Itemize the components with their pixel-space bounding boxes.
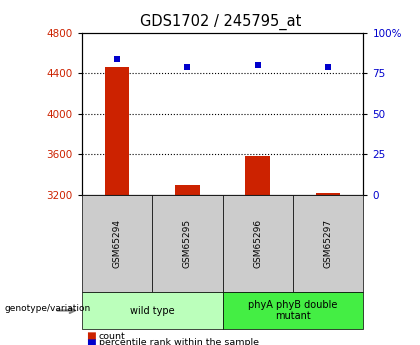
Text: GSM65294: GSM65294 <box>113 219 121 268</box>
Text: phyA phyB double
mutant: phyA phyB double mutant <box>248 300 338 321</box>
Text: ■: ■ <box>86 331 96 341</box>
Text: count: count <box>99 332 126 341</box>
Bar <box>105 67 129 195</box>
Bar <box>316 193 341 195</box>
Text: GSM65297: GSM65297 <box>324 219 333 268</box>
Text: ■: ■ <box>86 338 96 345</box>
Text: wild type: wild type <box>130 306 175 315</box>
Text: GSM65296: GSM65296 <box>253 219 262 268</box>
Text: genotype/variation: genotype/variation <box>4 304 90 313</box>
Text: GDS1702 / 245795_at: GDS1702 / 245795_at <box>140 14 301 30</box>
Bar <box>175 185 200 195</box>
Bar <box>245 156 270 195</box>
Text: percentile rank within the sample: percentile rank within the sample <box>99 338 259 345</box>
Text: GSM65295: GSM65295 <box>183 219 192 268</box>
